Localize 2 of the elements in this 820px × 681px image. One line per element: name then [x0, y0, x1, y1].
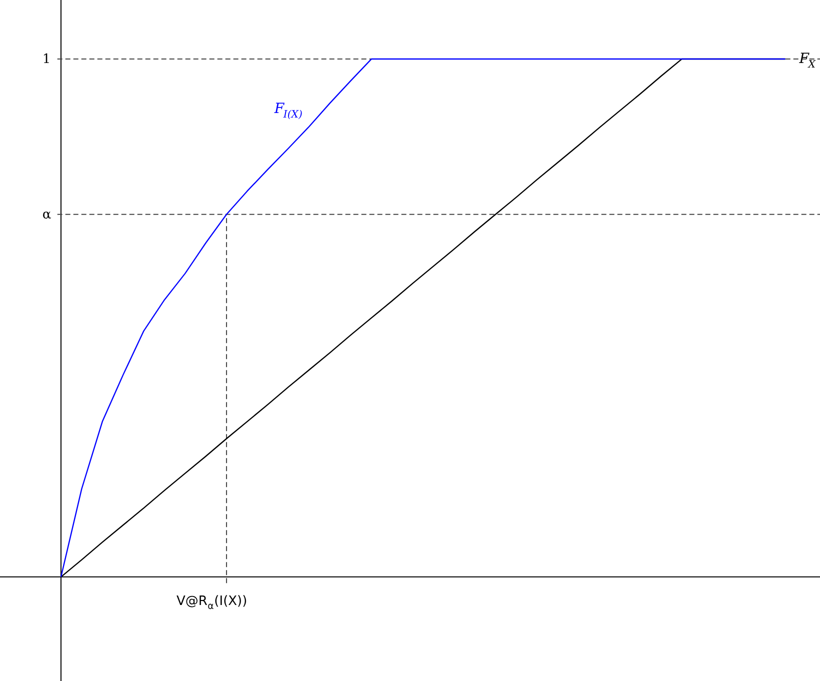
ref-line-label: 1 — [42, 52, 51, 68]
ref-line-label: α — [42, 207, 52, 222]
